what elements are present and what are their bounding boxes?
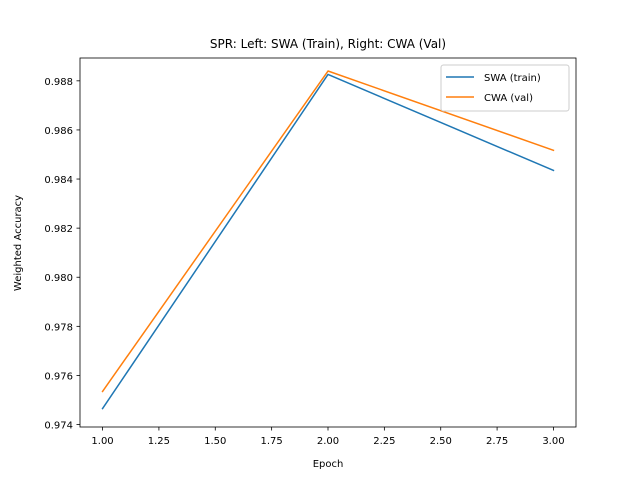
x-tick-label: 2.00 (317, 436, 339, 447)
y-tick-label: 0.980 (44, 273, 73, 284)
y-tick-label: 0.986 (44, 126, 73, 137)
x-tick-label: 1.00 (91, 436, 113, 447)
legend-label-0: SWA (train) (484, 73, 541, 84)
x-tick-label: 2.50 (430, 436, 452, 447)
x-tick-label: 1.25 (148, 436, 170, 447)
y-tick-label: 0.984 (44, 175, 73, 186)
plot-area: 1.00 1.25 1.50 1.75 2.00 2.25 2.50 2.75 3.00 0.97… (44, 57, 577, 447)
series-line-0 (101, 73, 555, 410)
y-tick-label: 0.976 (44, 371, 73, 382)
legend-box (440, 64, 570, 112)
x-tick-label: 1.75 (261, 436, 283, 447)
series-line-1 (101, 70, 555, 393)
x-tick-label: 3.00 (542, 436, 564, 447)
y-axis-label: Weighted Accuracy (13, 195, 24, 291)
x-tick-label: 2.75 (486, 436, 508, 447)
y-tick-label: 0.974 (44, 421, 73, 432)
x-tick-label: 2.25 (373, 436, 395, 447)
legend-label-1: CWA (val) (484, 93, 533, 104)
x-axis-label: Epoch (313, 459, 344, 470)
x-tick-label: 1.50 (204, 436, 226, 447)
y-tick-label: 0.988 (44, 77, 73, 88)
chart-title: SPR: Left: SWA (Train), Right: CWA (Val) (210, 37, 446, 51)
y-tick-label: 0.982 (44, 224, 73, 235)
y-tick-label: 0.978 (44, 322, 73, 333)
legend: SWA (train) CWA (val) (440, 64, 570, 112)
